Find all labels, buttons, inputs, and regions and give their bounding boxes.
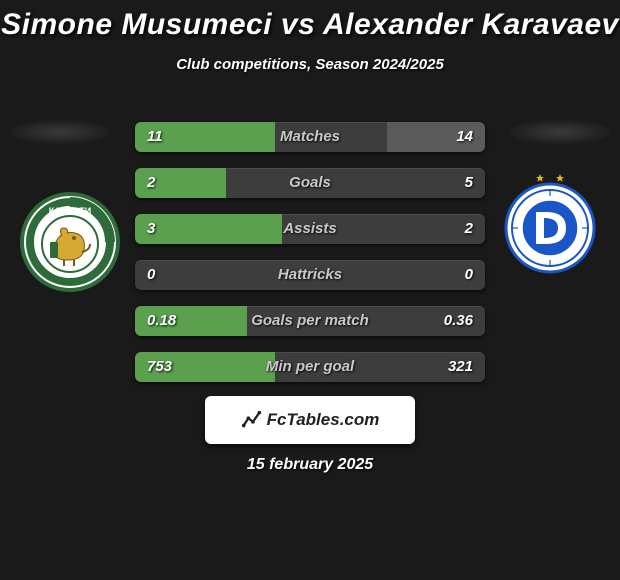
stat-row: 3Assists2 <box>135 214 485 244</box>
page-title: Simone Musumeci vs Alexander Karavaev <box>0 0 620 42</box>
stat-value-right: 5 <box>465 168 473 198</box>
club-logo-right <box>500 172 600 272</box>
stat-label: Assists <box>135 214 485 244</box>
stat-value-right: 14 <box>456 122 473 152</box>
stat-label: Hattricks <box>135 260 485 290</box>
stat-label: Matches <box>135 122 485 152</box>
stat-value-right: 321 <box>448 352 473 382</box>
club-logo-left: КАРПАТИ <box>20 192 120 292</box>
stat-value-right: 0 <box>465 260 473 290</box>
date-text: 15 february 2025 <box>0 456 620 474</box>
stats-container: 11Matches142Goals53Assists20Hattricks00.… <box>135 122 485 398</box>
stat-row: 0.18Goals per match0.36 <box>135 306 485 336</box>
stat-label: Min per goal <box>135 352 485 382</box>
stat-label: Goals <box>135 168 485 198</box>
branding-text: FcTables.com <box>267 410 380 430</box>
svg-text:КАРПАТИ: КАРПАТИ <box>49 206 91 216</box>
stat-value-right: 0.36 <box>444 306 473 336</box>
stat-row: 753Min per goal321 <box>135 352 485 382</box>
chart-icon <box>241 409 263 431</box>
pedestal-right <box>510 120 610 144</box>
stat-row: 0Hattricks0 <box>135 260 485 290</box>
stat-row: 11Matches14 <box>135 122 485 152</box>
branding-badge: FcTables.com <box>205 396 415 444</box>
stat-row: 2Goals5 <box>135 168 485 198</box>
stat-label: Goals per match <box>135 306 485 336</box>
stat-value-right: 2 <box>465 214 473 244</box>
pedestal-left <box>10 120 110 144</box>
subtitle: Club competitions, Season 2024/2025 <box>0 56 620 73</box>
